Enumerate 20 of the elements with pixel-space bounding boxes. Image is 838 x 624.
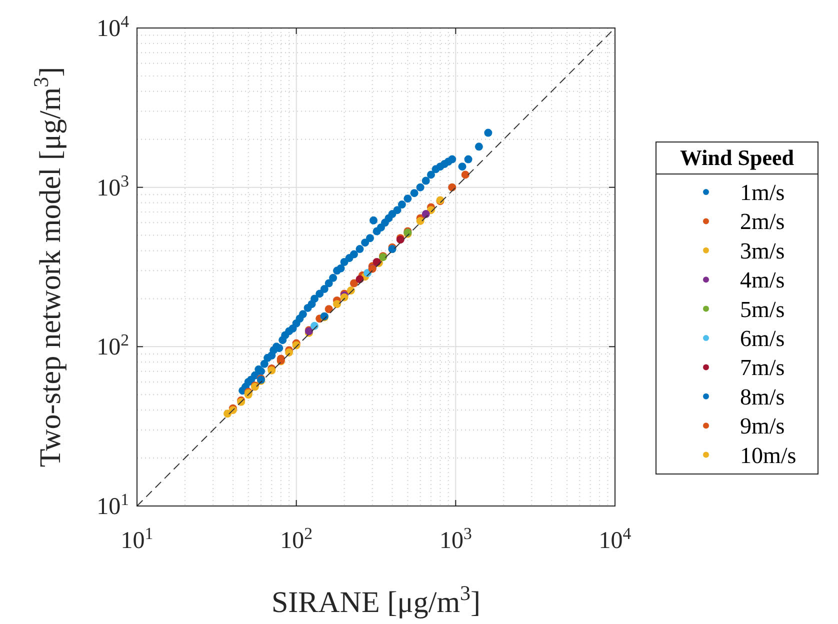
legend-label: 3m/s bbox=[740, 238, 785, 264]
legend-label: 1m/s bbox=[740, 180, 785, 205]
legend-label: 6m/s bbox=[740, 326, 785, 351]
legend-label: 2m/s bbox=[740, 209, 785, 234]
y-tick-label: 10$^{1}$ bbox=[96, 490, 129, 520]
x-tick-label: 10$^{4}$ bbox=[598, 524, 632, 554]
x-tick-label: 10$^{3}$ bbox=[439, 524, 472, 554]
legend-label: 5m/s bbox=[740, 296, 785, 322]
y-tick-label: 10$^{2}$ bbox=[96, 330, 129, 361]
legend-title: Wind Speed bbox=[680, 145, 794, 170]
y-tick-label: 10$^{3}$ bbox=[96, 170, 129, 202]
legend-label: 8m/s bbox=[740, 384, 785, 410]
y-tick-label: 10$^{4}$ bbox=[96, 12, 130, 42]
legend-label: 4m/s bbox=[740, 268, 785, 293]
x-axis-title: SIRANE [μg/m$^{3}$] bbox=[271, 581, 481, 619]
legend-label: 9m/s bbox=[740, 414, 785, 439]
x-tick-label: 10$^{1}$ bbox=[120, 524, 154, 554]
x-tick-label: 10$^{2}$ bbox=[280, 524, 313, 554]
legend-label: 10m/s bbox=[740, 442, 796, 468]
legend-label: 7m/s bbox=[740, 355, 785, 380]
